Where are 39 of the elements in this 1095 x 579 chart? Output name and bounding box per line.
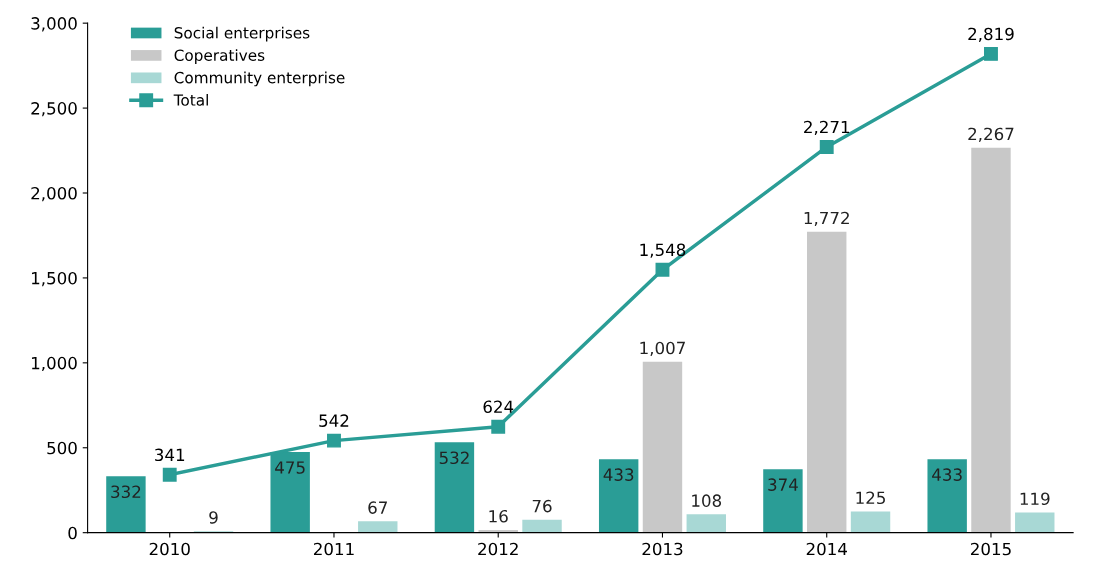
data-label: 433	[603, 468, 634, 481]
data-label: 1,007	[640, 341, 685, 356]
y-tick-label: 1,500	[31, 271, 77, 287]
y-tick-label: 2,500	[31, 102, 77, 117]
data-label: 2,819	[968, 27, 1014, 42]
data-label: 433	[932, 468, 962, 481]
x-tick-label: 2010	[149, 542, 190, 556]
data-label: 125	[856, 491, 885, 505]
data-label: 475	[275, 461, 305, 474]
legend-label: Total	[173, 93, 208, 106]
data-label: 374	[768, 478, 798, 491]
data-label: 1,548	[640, 243, 686, 258]
data-label: 76	[532, 499, 552, 513]
data-label: 119	[1020, 492, 1050, 506]
y-tick-label: 3,000	[31, 17, 77, 32]
data-label: 532	[439, 451, 469, 465]
y-tick-label: 1,000	[31, 356, 77, 372]
x-tick-label: 2014	[806, 542, 847, 556]
data-label: 341	[155, 448, 185, 462]
data-label: 67	[368, 501, 387, 514]
x-tick-label: 2015	[970, 542, 1011, 556]
x-tick-label: 2012	[478, 542, 518, 556]
data-label: 542	[319, 414, 349, 427]
data-label: 332	[111, 485, 141, 499]
data-label: 16	[489, 509, 508, 523]
legend-label: Social enterprises	[174, 26, 310, 42]
data-label: 9	[209, 511, 218, 524]
legend-label: Coperatives	[174, 49, 265, 64]
data-label: 2,267	[968, 127, 1014, 142]
y-tick-label: 0	[68, 526, 77, 540]
data-label: 2,271	[804, 120, 850, 136]
data-label: 1,772	[804, 211, 849, 227]
data-label: 624	[483, 400, 514, 414]
data-label: 108	[692, 494, 722, 507]
x-tick-label: 2011	[313, 542, 354, 556]
x-tick-label: 2013	[642, 542, 683, 556]
y-tick-label: 500	[47, 441, 77, 455]
legend-label: Community enterprise	[174, 71, 345, 87]
y-tick-label: 2,000	[31, 186, 77, 202]
